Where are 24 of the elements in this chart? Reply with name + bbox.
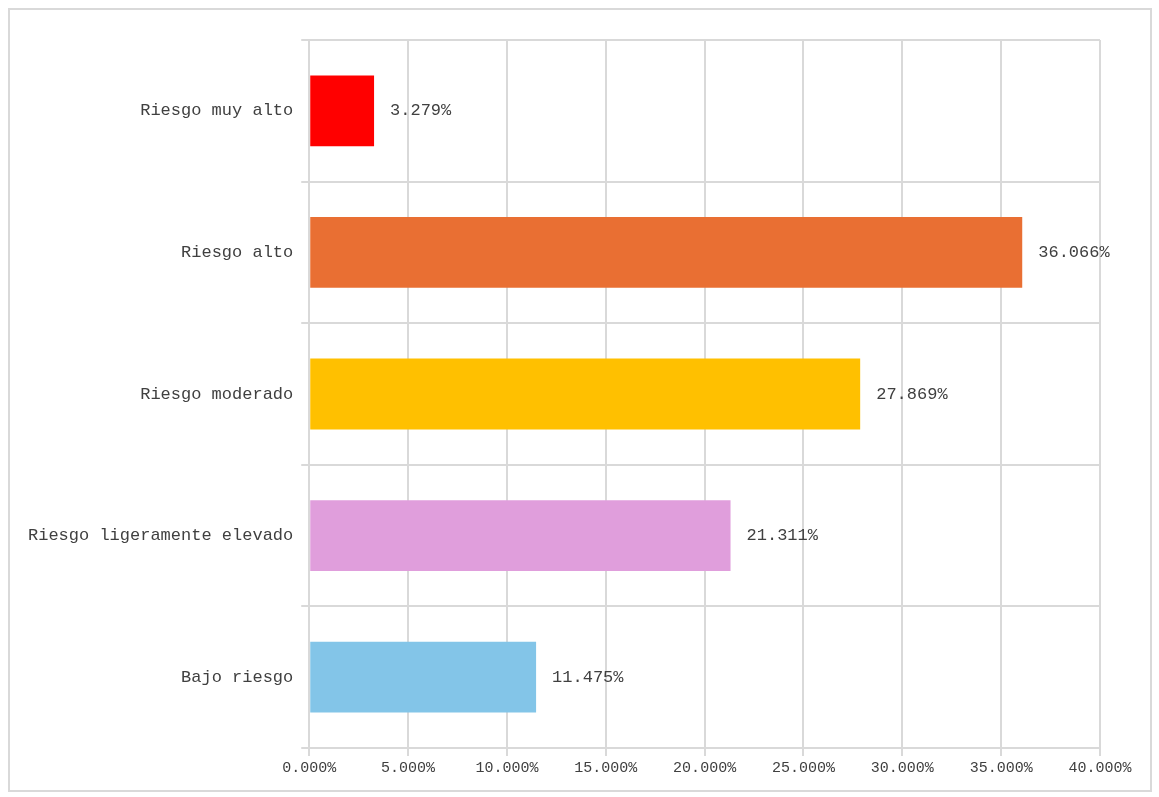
x-tick-label: 20.000% bbox=[673, 759, 738, 777]
data-label: 3.279% bbox=[390, 101, 453, 121]
x-tick-label: 30.000% bbox=[870, 759, 935, 777]
x-tick-label: 0.000% bbox=[282, 759, 338, 777]
x-tick-label: 35.000% bbox=[969, 759, 1034, 777]
data-label: 27.869% bbox=[876, 384, 949, 404]
x-tick-label: 40.000% bbox=[1068, 759, 1133, 777]
y-tick-label: Riesgo muy alto bbox=[140, 101, 294, 121]
bar bbox=[310, 75, 375, 147]
data-label: 36.066% bbox=[1038, 242, 1111, 262]
bar bbox=[310, 217, 1023, 288]
x-tick-label: 15.000% bbox=[574, 759, 639, 777]
bar bbox=[310, 500, 731, 571]
y-tick-label: Riesgo ligeramente elevado bbox=[27, 526, 294, 546]
y-tick-label: Riesgo alto bbox=[181, 242, 294, 262]
bar bbox=[310, 358, 861, 430]
x-tick-label: 10.000% bbox=[475, 759, 540, 777]
data-label: 21.311% bbox=[746, 526, 819, 546]
bar bbox=[310, 641, 537, 713]
x-tick-label: 25.000% bbox=[771, 759, 836, 777]
y-tick-label: Bajo riesgo bbox=[181, 667, 294, 687]
x-tick-label: 5.000% bbox=[381, 759, 437, 777]
y-tick-label: Riesgo moderado bbox=[140, 384, 294, 404]
data-label: 11.475% bbox=[552, 667, 625, 687]
